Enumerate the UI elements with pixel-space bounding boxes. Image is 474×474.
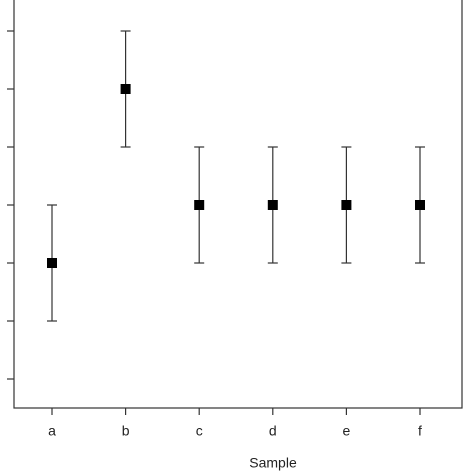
data-point — [267, 200, 278, 210]
x-tick-label: e — [343, 423, 351, 439]
data-point — [341, 200, 352, 210]
x-tick-label: f — [418, 423, 422, 439]
x-tick-label: c — [196, 423, 203, 439]
data-point — [194, 200, 205, 210]
x-tick-label: b — [122, 423, 130, 439]
plot-frame — [13, 0, 463, 409]
x-tick-label: d — [269, 423, 277, 439]
data-point — [415, 200, 425, 210]
x-axis-label: Sample — [249, 455, 297, 471]
data-point — [47, 258, 57, 268]
x-tick-label: a — [48, 423, 56, 439]
data-point — [120, 84, 131, 94]
